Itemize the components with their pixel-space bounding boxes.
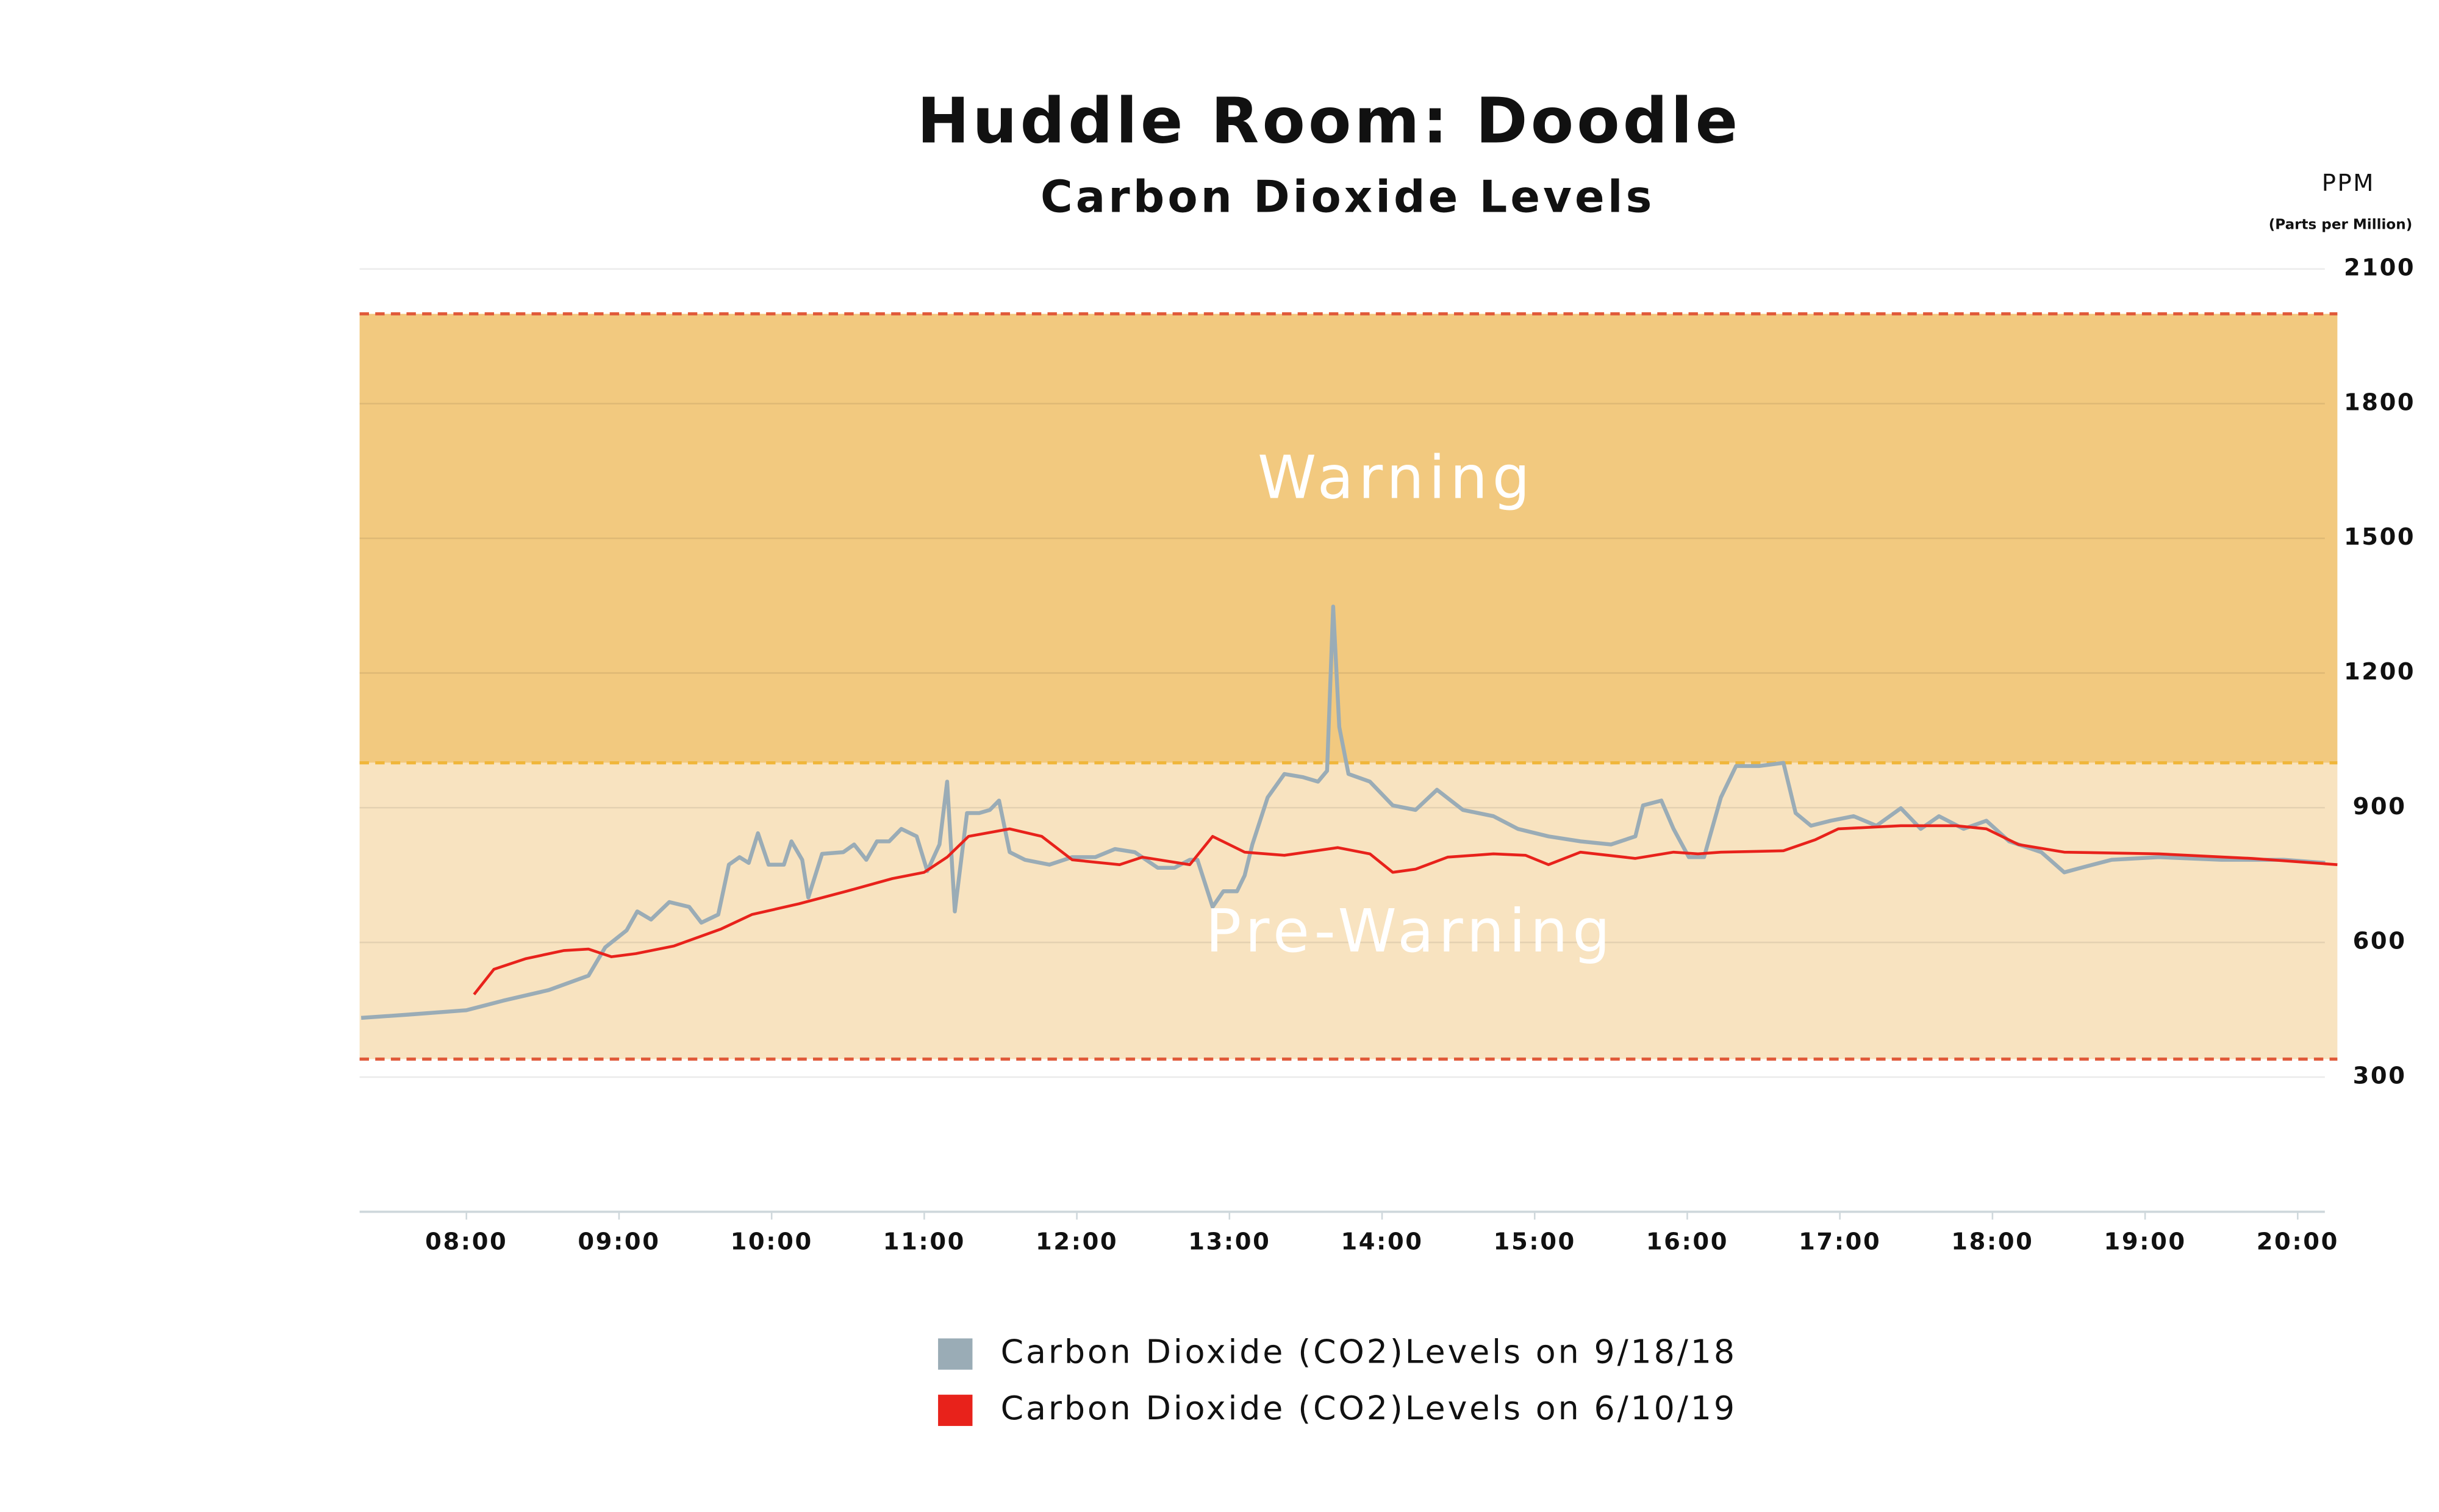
y-tick-label: 600 [2353, 928, 2407, 955]
y-tick-label: 900 [2353, 793, 2407, 820]
x-tick-label: 09:00 [578, 1228, 660, 1256]
y-tick-label: 1800 [2344, 389, 2415, 416]
x-tick-label: 08:00 [425, 1228, 507, 1256]
x-tick-label: 15:00 [1494, 1228, 1576, 1256]
x-tick-label: 19:00 [2104, 1228, 2187, 1256]
x-tick-label: 14:00 [1341, 1228, 1423, 1256]
y-tick-label: 1200 [2344, 658, 2415, 686]
y-tick-label: 2100 [2344, 254, 2415, 281]
band [359, 762, 2338, 1059]
y-tick-label: 300 [2353, 1062, 2407, 1089]
band [359, 314, 2338, 763]
legend-swatch [938, 1338, 973, 1370]
series-line [473, 824, 2338, 995]
y-axis-label: PPM [2322, 170, 2375, 197]
x-tick-label: 12:00 [1036, 1228, 1118, 1256]
band-label: Warning [1258, 443, 1535, 512]
x-tick-label: 18:00 [1951, 1228, 2033, 1256]
y-tick-label: 1500 [2344, 523, 2415, 551]
legend-label: Carbon Dioxide (CO2)Levels on 6/10/19 [1001, 1389, 1737, 1427]
x-tick-label: 13:00 [1188, 1228, 1270, 1256]
series-line [360, 604, 2326, 1020]
chart-subtitle: Carbon Dioxide Levels [1040, 171, 1655, 223]
x-tick-label: 20:00 [2257, 1228, 2339, 1256]
x-tick-label: 16:00 [1646, 1228, 1728, 1256]
x-tick-label: 11:00 [883, 1228, 965, 1256]
x-tick-label: 10:00 [731, 1228, 813, 1256]
chart-title: Huddle Room: Doodle [917, 85, 1741, 157]
y-axis-sublabel: (Parts per Million) [2269, 217, 2412, 233]
x-tick-label: 17:00 [1799, 1228, 1881, 1256]
band-label: Pre-Warning [1206, 897, 1615, 966]
legend-label: Carbon Dioxide (CO2)Levels on 9/18/18 [1001, 1333, 1737, 1371]
plot-area: 2100 1800 1500 1200 900 600 300 08:00 09:00 10:00… [359, 254, 2415, 1256]
legend: Carbon Dioxide (CO2)Levels on 9/18/18 Car… [938, 1333, 1737, 1427]
legend-swatch [938, 1394, 973, 1426]
